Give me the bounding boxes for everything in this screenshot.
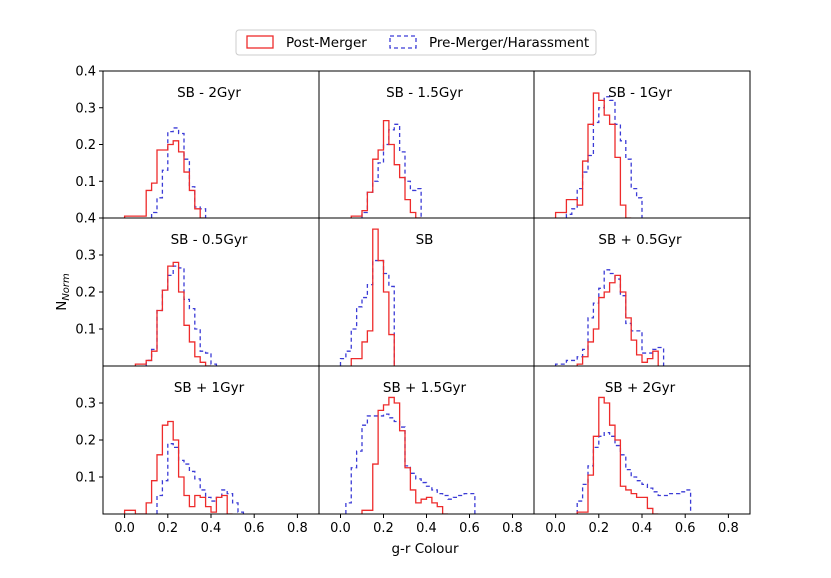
x-axis-label: g-r Colour xyxy=(391,541,459,557)
x-tick-label: 0.2 xyxy=(157,521,178,536)
panel-title: SB + 1.5Gyr xyxy=(383,380,467,396)
post-merger-histogram xyxy=(134,261,211,366)
post-merger-histogram xyxy=(361,396,448,514)
x-tick-label: 0.6 xyxy=(244,521,265,536)
pre-merger-histogram xyxy=(554,269,665,366)
post-merger-histogram xyxy=(576,396,659,514)
y-axis-label: NNorm xyxy=(54,273,72,311)
panel-6: SB + 0.5Gyr xyxy=(533,217,751,367)
y-tick-label: 0.2 xyxy=(75,286,96,301)
panel-9: SB + 2Gyr 0.0 0.2 0.4 0.6 0.8 xyxy=(533,365,751,536)
x-tick-label: 0.6 xyxy=(675,521,696,536)
pre-merger-histogram xyxy=(565,96,643,218)
y-tick-label: 0.3 xyxy=(75,101,96,116)
x-tick-label: 0.4 xyxy=(632,521,653,536)
post-merger-histogram xyxy=(576,274,659,366)
pre-merger-histogram xyxy=(156,443,245,514)
y-tick-label: 0.4 xyxy=(75,65,96,80)
post-merger-histogram xyxy=(350,119,422,218)
x-tick-label: 0.0 xyxy=(545,521,566,536)
panel-2: SB - 1.5Gyr xyxy=(318,70,535,219)
panel-1: SB - 2Gyr 0.1 0.2 0.3 0.4 xyxy=(75,65,320,219)
panel-title: SB xyxy=(416,232,434,248)
x-tick-label: 0.8 xyxy=(287,521,308,536)
panel-title: SB - 2Gyr xyxy=(177,85,241,101)
panel-3: SB - 1Gyr xyxy=(533,70,751,219)
post-merger-histogram xyxy=(554,92,632,218)
panel-title: SB - 1Gyr xyxy=(608,85,672,101)
legend-label-pre-merger: Pre-Merger/Harassment xyxy=(429,35,589,51)
pre-merger-histogram xyxy=(361,123,422,218)
panel-title: SB + 1Gyr xyxy=(174,380,245,396)
y-tick-label: 0.2 xyxy=(75,434,96,449)
x-tick-label: 0.4 xyxy=(201,521,222,536)
panel-4: SB - 0.5Gyr 0.1 0.2 0.3 0.4 xyxy=(75,212,320,367)
legend-swatch-post-merger xyxy=(246,35,274,49)
panel-7: SB + 1Gyr 0.1 0.2 0.3 0.0 0.2 0.4 0.6 0.8 xyxy=(75,365,320,536)
post-merger-histogram xyxy=(350,228,395,366)
panel-title: SB - 1.5Gyr xyxy=(386,85,463,101)
x-tick-label: 0.0 xyxy=(330,521,351,536)
legend-swatch-pre-merger xyxy=(389,35,417,49)
y-tick-label: 0.3 xyxy=(75,397,96,412)
panel-title: SB + 0.5Gyr xyxy=(598,232,682,248)
pre-merger-histogram xyxy=(145,265,218,366)
post-merger-histogram xyxy=(123,140,206,218)
panel-grid: SB - 2Gyr 0.1 0.2 0.3 0.4 SB - 1.5Gyr SB - 1Gy… xyxy=(75,65,751,536)
panel-8: SB + 1.5Gyr 0.0 0.2 0.4 0.6 0.8 xyxy=(318,365,535,536)
legend-frame xyxy=(235,29,597,56)
panel-title: SB - 0.5Gyr xyxy=(171,232,248,248)
y-axis-label-main: N xyxy=(54,301,70,311)
pre-merger-histogram xyxy=(345,413,476,514)
x-tick-label: 0.4 xyxy=(416,521,437,536)
x-tick-label: 0.2 xyxy=(588,521,609,536)
post-merger-histogram xyxy=(123,420,233,514)
panel-5: SB xyxy=(318,217,535,367)
x-tick-label: 0.8 xyxy=(718,521,739,536)
pre-merger-histogram xyxy=(576,431,692,514)
y-tick-label: 0.1 xyxy=(75,175,96,190)
y-tick-label: 0.1 xyxy=(75,323,96,338)
x-tick-label: 0.0 xyxy=(114,521,135,536)
x-tick-label: 0.2 xyxy=(373,521,394,536)
panel-title: SB + 2Gyr xyxy=(605,380,676,396)
x-tick-label: 0.8 xyxy=(502,521,523,536)
y-tick-label: 0.2 xyxy=(75,138,96,153)
legend: Post-Merger Pre-Merger/Harassment xyxy=(235,29,597,56)
y-tick-label: 0.1 xyxy=(75,471,96,486)
legend-label-post-merger: Post-Merger xyxy=(286,35,367,51)
pre-merger-histogram xyxy=(150,127,207,218)
x-tick-label: 0.6 xyxy=(459,521,480,536)
pre-merger-histogram xyxy=(339,259,395,366)
y-tick-label: 0.4 xyxy=(75,212,96,227)
y-axis-label-sub: Norm xyxy=(61,273,72,301)
svg-text:NNorm: NNorm xyxy=(54,273,72,311)
y-tick-label: 0.3 xyxy=(75,249,96,264)
